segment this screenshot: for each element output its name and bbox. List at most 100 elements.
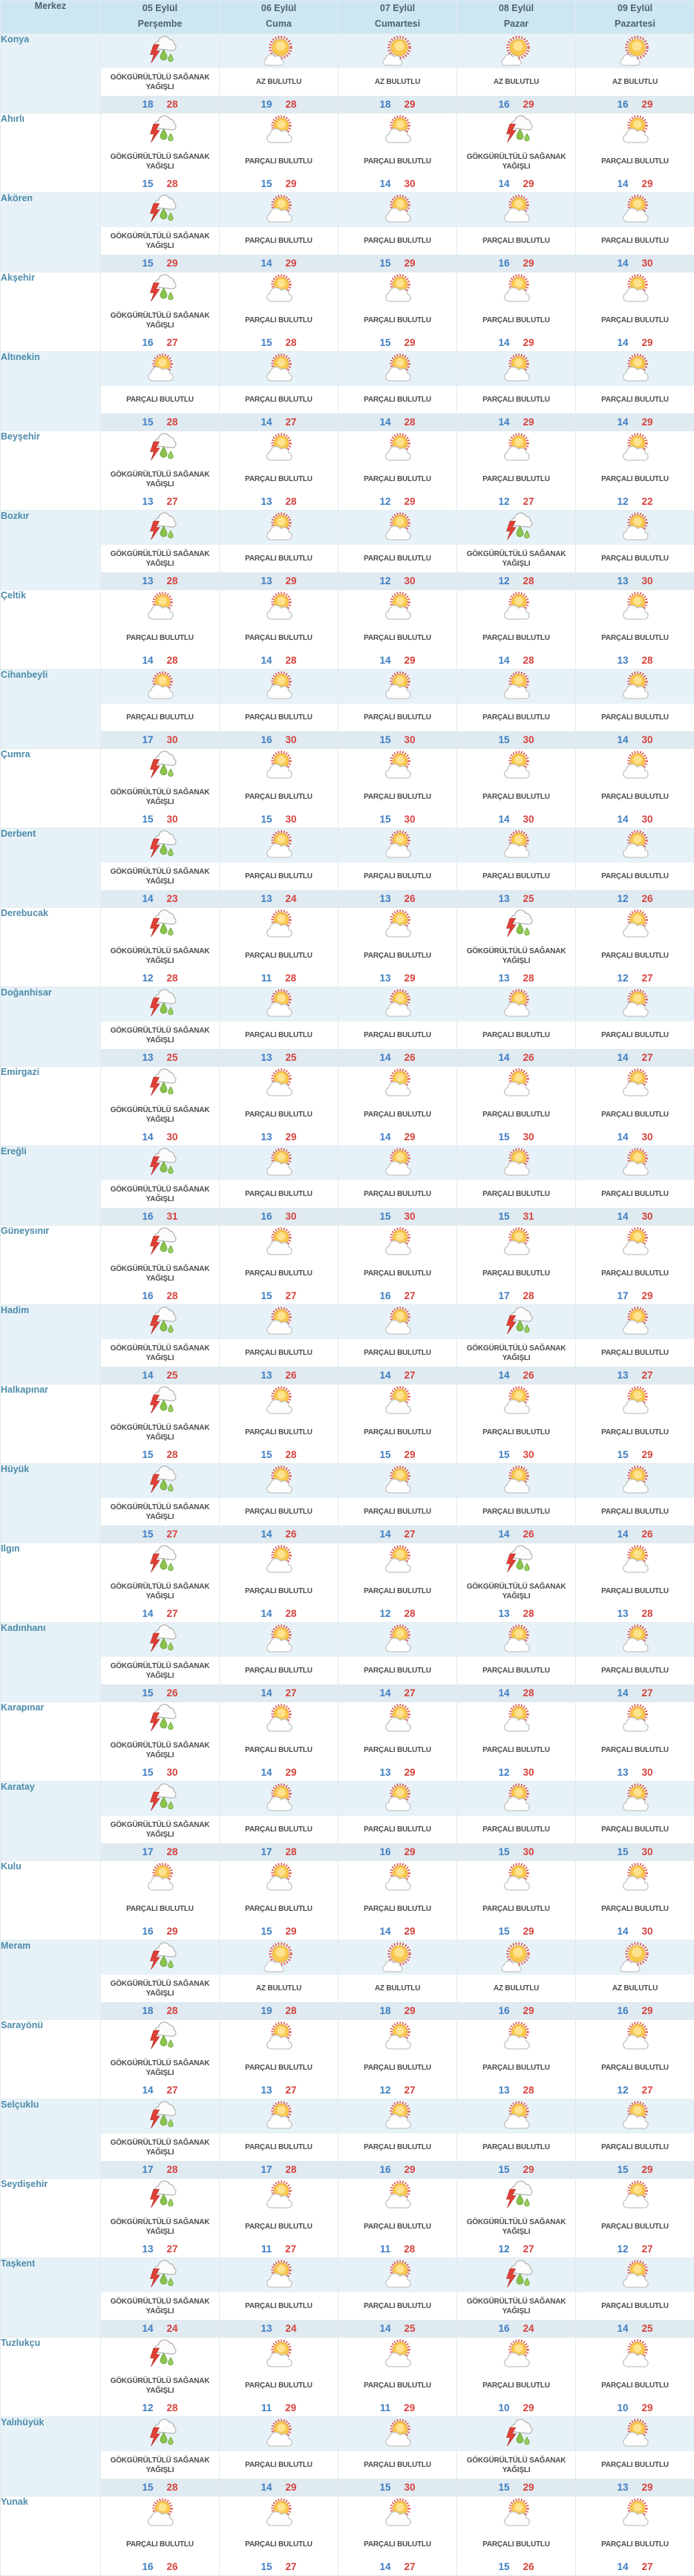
weather-icon-band: [220, 34, 338, 68]
district-name-link[interactable]: Ereğli: [1, 1146, 27, 1157]
max-temperature: 27: [167, 2243, 178, 2255]
weather-icon-band: [576, 2497, 694, 2531]
condition-label: PARÇALI BULUTLU: [338, 1419, 456, 1446]
district-name-link[interactable]: Yalıhüyük: [1, 2417, 44, 2428]
min-temperature: 14: [617, 1687, 628, 1699]
weather-icon-band: [457, 1385, 575, 1419]
sun-small-cloud-icon: [261, 35, 297, 68]
weather-icon-band: [576, 1782, 694, 1816]
weather-icon-band: [101, 670, 219, 704]
max-temperature: 30: [167, 734, 178, 745]
max-temperature: 30: [523, 1767, 534, 1778]
weather-icon-band: [576, 511, 694, 545]
max-temperature: 26: [523, 2561, 534, 2572]
district-name-link[interactable]: Tuzlukçu: [1, 2338, 40, 2348]
condition-label: PARÇALI BULUTLU: [338, 783, 456, 811]
district-name-link[interactable]: Kadınhanı: [1, 1623, 45, 1633]
min-temperature: 14: [379, 1052, 390, 1063]
sun-behind-cloud-icon: [261, 1226, 297, 1259]
condition-label: PARÇALI BULUTLU: [457, 1657, 575, 1684]
condition-label: GÖKGÜRÜLTÜLÜ SAĞANAK YAĞIŞLI: [457, 1339, 575, 1367]
district-name-link[interactable]: Yunak: [1, 2497, 28, 2507]
district-name-link[interactable]: Halkapınar: [1, 1385, 48, 1395]
district-name-link[interactable]: Çumra: [1, 749, 30, 759]
district-name-link[interactable]: Ahırlı: [1, 114, 24, 124]
district-name-link[interactable]: Emirgazi: [1, 1067, 39, 1077]
min-temperature: 14: [142, 1608, 153, 1619]
district-name-link[interactable]: Hadim: [1, 1305, 29, 1315]
thunderstorm-rain-icon: [143, 1544, 178, 1577]
condition-label: PARÇALI BULUTLU: [101, 624, 219, 652]
max-temperature: 27: [523, 2243, 534, 2255]
district-name-link[interactable]: Ilgın: [1, 1543, 20, 1554]
weather-icon-band: [220, 272, 338, 307]
min-temperature: 15: [261, 2561, 272, 2572]
district-name-link[interactable]: Meram: [1, 1941, 30, 1951]
district-name-link[interactable]: Akşehir: [1, 272, 35, 283]
weather-icon-band: [457, 34, 575, 68]
max-temperature: 30: [286, 734, 297, 745]
weather-icon-band: [220, 1941, 338, 1975]
min-temperature: 17: [498, 1290, 509, 1301]
sun-small-cloud-icon: [618, 1941, 653, 1974]
condition-label: PARÇALI BULUTLU: [338, 1657, 456, 1684]
district-name-link[interactable]: Hüyük: [1, 1464, 29, 1474]
sun-behind-cloud-icon: [380, 1306, 416, 1338]
sun-behind-cloud-icon: [499, 1226, 534, 1259]
weather-icon-band: [457, 2497, 575, 2531]
district-name-link[interactable]: Çeltik: [1, 590, 26, 601]
district-name-link[interactable]: Bozkır: [1, 511, 29, 521]
district-name-link[interactable]: Güneysınır: [1, 1226, 49, 1236]
sun-behind-cloud-icon: [261, 2338, 297, 2371]
district-name-link[interactable]: Beyşehir: [1, 431, 40, 442]
sun-behind-cloud-icon: [499, 591, 534, 624]
max-temperature: 29: [405, 1767, 416, 1778]
district-name-link[interactable]: Altınekin: [1, 352, 40, 362]
district-name-link[interactable]: Derbent: [1, 828, 36, 839]
district-name-link[interactable]: Akören: [1, 193, 33, 203]
district-name-link[interactable]: Konya: [1, 34, 29, 45]
district-name-link[interactable]: Seydişehir: [1, 2179, 48, 2189]
thunderstorm-rain-icon: [143, 909, 178, 941]
district-name-link[interactable]: Taşkent: [1, 2258, 35, 2269]
district-name-link[interactable]: Derebucak: [1, 908, 48, 918]
min-temperature: 13: [617, 655, 628, 666]
max-temperature: 29: [167, 258, 178, 269]
district-name-link[interactable]: Doğanhisar: [1, 987, 52, 998]
district-name-link[interactable]: Cihanbeyli: [1, 670, 48, 680]
sun-behind-cloud-icon: [261, 750, 297, 782]
weather-icon-band: [576, 352, 694, 386]
district-name-link[interactable]: Kulu: [1, 1861, 22, 1871]
district-name-link[interactable]: Selçuklu: [1, 2099, 39, 2110]
max-temperature: 26: [286, 1370, 297, 1381]
weather-icon-band: [338, 1782, 456, 1816]
district-name-link[interactable]: Karatay: [1, 1782, 35, 1792]
district-name-link[interactable]: Sarayönü: [1, 2020, 43, 2030]
weather-icon-band: [101, 1067, 219, 1101]
district-name-link[interactable]: Karapınar: [1, 1702, 44, 1713]
max-temperature: 28: [167, 1290, 178, 1301]
sun-behind-cloud-icon: [380, 909, 416, 941]
district-cell: Ilgın: [1, 1543, 101, 1623]
min-temperature: 15: [261, 814, 272, 825]
